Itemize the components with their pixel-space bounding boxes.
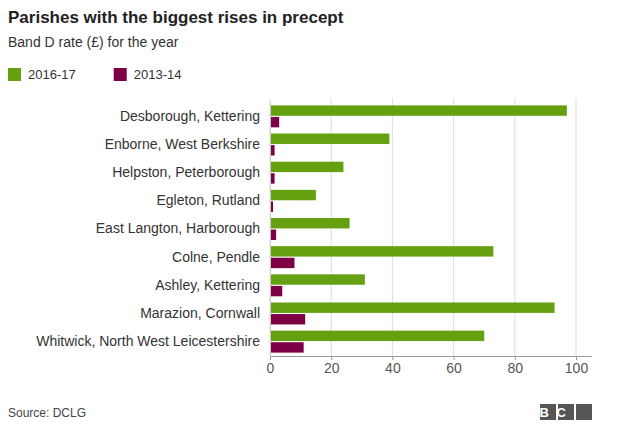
legend-swatch: [8, 68, 21, 81]
y-tick: Colne, Pendle: [172, 249, 270, 265]
chart: Parishes with the biggest rises in prece…: [0, 0, 624, 426]
source: Source: DCLG: [8, 406, 86, 420]
x-axis-line: [271, 356, 592, 357]
x-tick: 100: [565, 356, 589, 376]
grid-line: [453, 98, 454, 356]
bar: [270, 162, 343, 172]
x-tick-label: 100: [565, 360, 589, 376]
y-tick: East Langton, Harborough: [96, 220, 270, 236]
y-tick: Helpston, Peterborough: [112, 164, 270, 180]
y-tick: Desborough, Kettering: [120, 108, 270, 124]
legend-label: 2013-14: [134, 67, 182, 82]
grid-line: [514, 98, 515, 356]
bar: [270, 274, 365, 284]
bar: [270, 117, 279, 127]
bar: [270, 218, 350, 228]
series: [270, 117, 305, 353]
y-tick: Enborne, West Berkshire: [105, 136, 270, 152]
bar: [270, 258, 294, 268]
x-tick-label: 20: [324, 360, 340, 376]
bar: [270, 190, 316, 200]
y-tick-label: Helpston, Peterborough: [112, 164, 260, 180]
x-tick: 0: [267, 356, 275, 376]
x-tick-label: 0: [267, 360, 275, 376]
subtitle: Band D rate (£) for the year: [8, 34, 179, 50]
y-tick-label: Whitwick, North West Leicestershire: [36, 333, 260, 349]
bar: [270, 331, 484, 341]
y-tick-label: Colne, Pendle: [172, 249, 260, 265]
y-tick: Ashley, Kettering: [155, 277, 270, 293]
y-axis-line: [270, 103, 271, 357]
bars: [270, 105, 567, 352]
legend: 2016-17 2013-14: [8, 67, 181, 82]
x-tick-label: 40: [385, 360, 401, 376]
bar: [270, 302, 555, 312]
grid-line: [392, 98, 393, 356]
legend-label: 2016-17: [28, 67, 76, 82]
legend-swatch: [114, 68, 127, 81]
y-tick: Whitwick, North West Leicestershire: [36, 333, 270, 349]
grid: [270, 98, 576, 356]
y-tick: Marazion, Cornwall: [140, 305, 270, 321]
x-tick: 40: [385, 356, 401, 376]
logo: BBC: [523, 404, 592, 420]
legend-item: 2016-17: [8, 67, 76, 82]
grid-line: [270, 98, 271, 356]
x-tick: 80: [508, 356, 524, 376]
bar: [270, 314, 305, 324]
x-tick-label: 80: [508, 360, 524, 376]
y-axis: Desborough, Kettering Enborne, West Berks…: [36, 103, 270, 357]
legend-item: 2013-14: [114, 67, 182, 82]
x-tick-label: 60: [446, 360, 462, 376]
logo-text: BBC: [523, 405, 574, 420]
y-tick-label: East Langton, Harborough: [96, 220, 260, 236]
y-tick-label: Ashley, Kettering: [155, 277, 260, 293]
series: [270, 105, 567, 341]
bar: [270, 286, 282, 296]
y-tick-label: Enborne, West Berkshire: [105, 136, 261, 152]
x-tick: 20: [324, 356, 340, 376]
x-axis: 0 20 40 60 80 100: [267, 356, 592, 376]
y-tick-label: Marazion, Cornwall: [140, 305, 260, 321]
y-tick-label: Desborough, Kettering: [120, 108, 260, 124]
title: Parishes with the biggest rises in prece…: [8, 8, 344, 27]
grid-line: [576, 98, 577, 356]
x-tick: 60: [446, 356, 462, 376]
bar: [270, 134, 389, 144]
y-tick: Egleton, Rutland: [156, 192, 270, 208]
bar: [270, 105, 567, 115]
logo-block: [576, 404, 592, 420]
bar: [270, 246, 493, 256]
bar: [270, 342, 304, 352]
y-tick-label: Egleton, Rutland: [156, 192, 260, 208]
